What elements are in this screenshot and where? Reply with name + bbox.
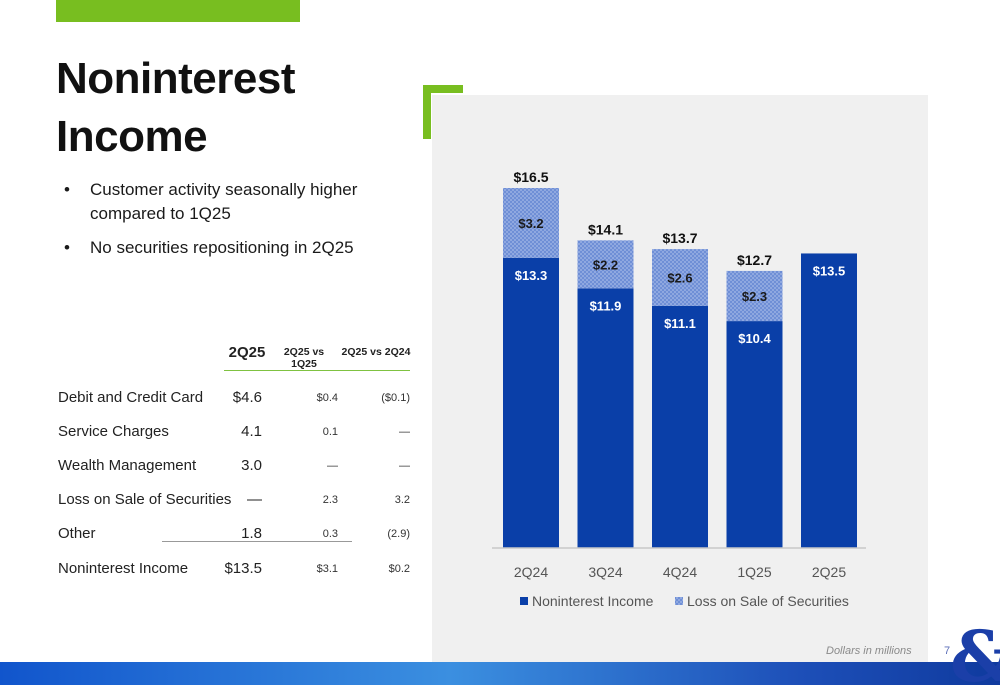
row-change-1q25: $3.1	[316, 563, 338, 575]
row-label: Noninterest Income	[58, 560, 189, 577]
table-row: Other 1.8 0.3 (2.9)	[58, 519, 418, 549]
data-label-total: $13.7	[662, 230, 697, 246]
row-value: $13.5	[224, 560, 262, 577]
row-change-1q25: —	[327, 460, 338, 472]
bullet-list: Customer activity seasonally higher comp…	[58, 178, 388, 270]
header-rule	[224, 370, 410, 371]
row-change-1q25: 2.3	[322, 494, 338, 506]
row-label: Service Charges	[58, 423, 169, 440]
row-label: Other	[58, 525, 96, 542]
page-title: Noninterest Income	[56, 54, 295, 161]
page-number: 7	[944, 645, 951, 657]
bullet-item: Customer activity seasonally higher comp…	[58, 178, 388, 226]
data-label-loss: $2.2	[593, 257, 618, 272]
table-row: Wealth Management 3.0 — —	[58, 451, 418, 481]
footnote: Dollars in millions	[826, 645, 912, 657]
row-change-1q25: $0.4	[316, 392, 338, 404]
bars-group: $3.2 $13.3 $16.5 $2.2 $11.9 $14.1 $2.6 $11.1 $13…	[503, 169, 857, 549]
row-change-1q25: 0.3	[322, 528, 338, 540]
x-tick-label: 2Q25	[812, 564, 846, 580]
row-value: —	[247, 491, 262, 508]
table-row-total: Noninterest Income $13.5 $3.1 $0.2	[58, 554, 418, 584]
top-accent-bar	[56, 0, 300, 22]
table-row: Debit and Credit Card $4.6 $0.4 ($0.1)	[58, 383, 418, 413]
x-tick-label: 4Q24	[663, 564, 697, 580]
data-label-income: $11.9	[590, 298, 622, 313]
row-change-2q24: 3.2	[394, 494, 410, 506]
bar-noninterest-income	[503, 257, 559, 548]
header-vs-1q25: 2Q25 vs 1Q25	[283, 346, 325, 370]
legend: Noninterest Income Loss on Sale of Securi…	[520, 593, 849, 609]
bar-loss-on-sale	[577, 240, 634, 289]
row-change-2q24: (2.9)	[387, 528, 410, 540]
data-label-total: $14.1	[588, 221, 623, 237]
row-change-2q24: —	[399, 426, 410, 438]
header-2q25: 2Q25	[228, 344, 266, 361]
legend-swatch-income	[520, 597, 528, 605]
bar-noninterest-income	[801, 253, 857, 549]
data-label-loss: $3.2	[518, 216, 543, 231]
table-header: 2Q25 2Q25 vs 1Q25 2Q25 vs 2Q24	[58, 340, 418, 371]
x-tick-label: 3Q24	[588, 564, 622, 580]
bar-loss-on-sale	[726, 270, 783, 322]
data-label-loss: $2.6	[667, 270, 692, 285]
row-value: 3.0	[241, 457, 262, 474]
bar-noninterest-income	[577, 288, 634, 548]
x-tick-label: 2Q24	[514, 564, 548, 580]
table-row: Service Charges 4.1 0.1 —	[58, 417, 418, 447]
legend-label-loss: Loss on Sale of Securities	[687, 593, 849, 609]
row-label: Loss on Sale of Securities	[58, 491, 232, 508]
bar-loss-on-sale	[503, 188, 559, 258]
row-label: Debit and Credit Card	[58, 389, 204, 406]
bar-noninterest-income	[726, 321, 783, 548]
x-tick-labels: 2Q24 3Q24 4Q24 1Q25 2Q25	[514, 564, 846, 580]
bar-loss-on-sale	[652, 249, 708, 306]
row-change-1q25: 0.1	[322, 426, 338, 438]
row-value: 4.1	[241, 423, 262, 440]
table-row: Loss on Sale of Securities — 2.3 3.2	[58, 485, 418, 515]
legend-swatch-loss	[675, 597, 683, 605]
data-label-income: $13.5	[813, 263, 846, 278]
income-table: 2Q25 2Q25 vs 1Q25 2Q25 vs 2Q24 Debit and…	[58, 340, 418, 577]
stacked-bar-chart: $3.2 $13.3 $16.5 $2.2 $11.9 $14.1 $2.6 $11.1 $13…	[492, 169, 866, 609]
data-label-total: $12.7	[737, 252, 772, 268]
row-change-2q24: $0.2	[388, 563, 410, 575]
row-label: Wealth Management	[58, 457, 197, 474]
total-rule	[162, 541, 352, 542]
data-label-income: $11.1	[664, 316, 696, 331]
row-change-2q24: —	[399, 460, 410, 472]
ampersand-logo: &	[950, 622, 1000, 692]
data-label-loss: $2.3	[742, 289, 767, 304]
bullet-item: No securities repositioning in 2Q25	[58, 236, 388, 260]
bottom-band	[0, 662, 1000, 685]
row-value: $4.6	[232, 389, 262, 406]
x-tick-label: 1Q25	[737, 564, 771, 580]
row-value: 1.8	[241, 525, 262, 542]
header-vs-2q24: 2Q25 vs 2Q24	[341, 346, 411, 358]
data-label-income: $10.4	[738, 331, 771, 346]
row-change-2q24: ($0.1)	[381, 392, 410, 404]
bar-noninterest-income	[652, 305, 708, 548]
legend-label-income: Noninterest Income	[532, 593, 654, 609]
data-label-income: $13.3	[515, 268, 548, 283]
data-label-total: $16.5	[513, 169, 548, 185]
